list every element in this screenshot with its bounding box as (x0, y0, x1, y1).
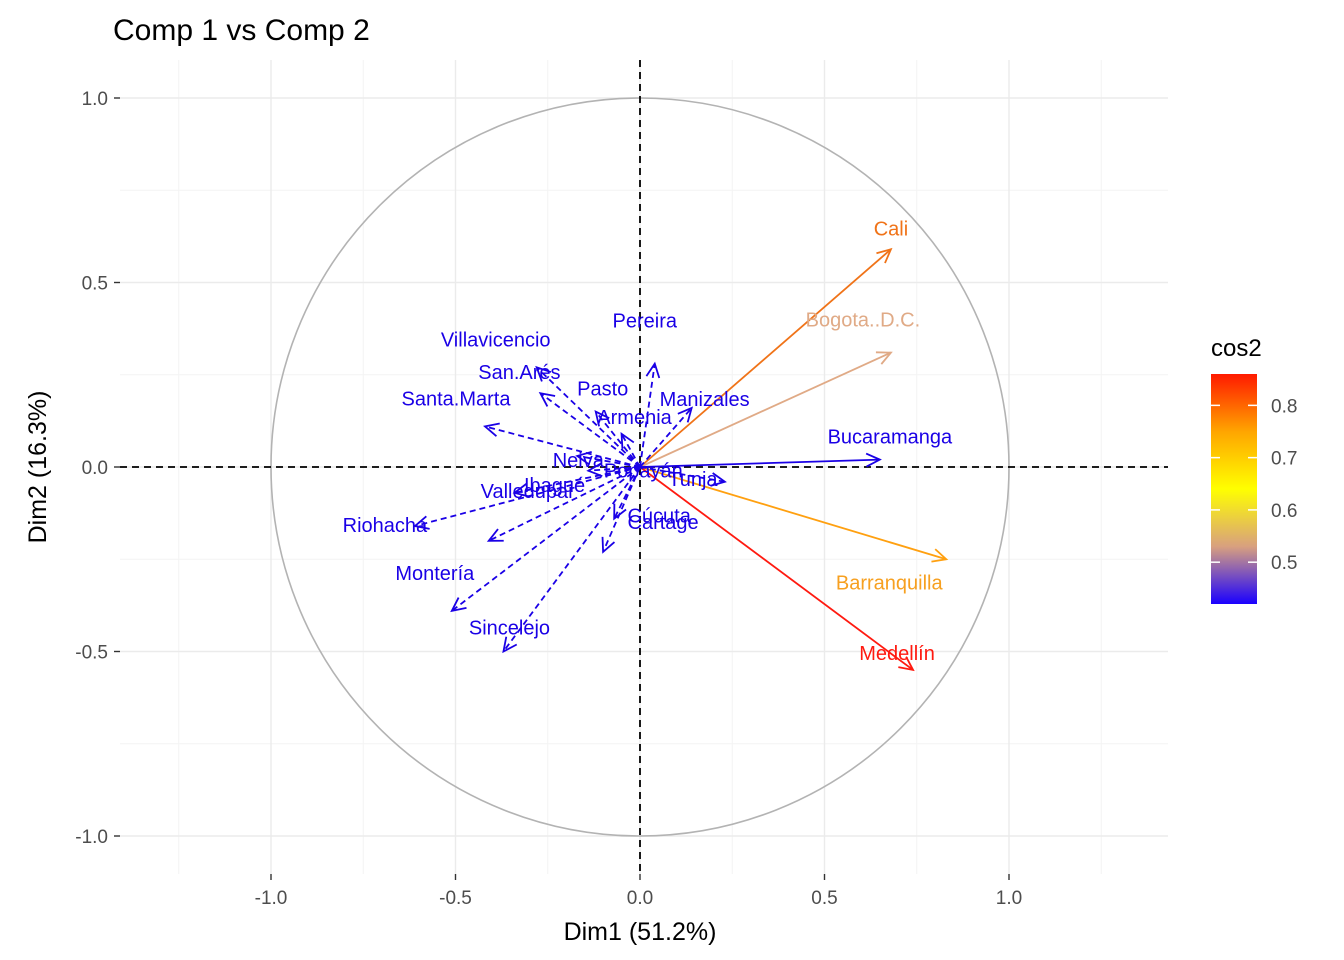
x-tick-label: 1.0 (996, 888, 1022, 909)
arrowhead (613, 503, 627, 521)
x-axis-title: Dim1 (51.2%) (564, 918, 717, 946)
variable-label: Barranquilla (836, 572, 944, 594)
variable-label: Neiva (553, 450, 605, 472)
arrow-valledupar (488, 466, 641, 542)
arrow-popay-n (588, 466, 641, 472)
chart-title: Comp 1 vs Comp 2 (113, 14, 370, 47)
variable-label: Bogota..D.C. (806, 310, 921, 332)
legend-ticks: 0.5 0.6 0.7 0.8 (1211, 396, 1297, 574)
arrow-medell-n (639, 466, 914, 671)
variable-arrows (412, 247, 949, 672)
arrowhead (594, 410, 610, 427)
variable-label: Cúcuta (627, 506, 691, 528)
arrowhead (486, 528, 504, 542)
arrowhead (512, 483, 530, 498)
arrowhead (586, 462, 603, 478)
legend-tick-label: 0.7 (1271, 449, 1297, 470)
arrowhead (876, 247, 893, 264)
arrowhead (865, 452, 882, 468)
x-tick-label: 0.5 (811, 888, 837, 909)
y-tick-label: 0.5 (82, 274, 108, 295)
arrow-san-ar-s (539, 392, 641, 468)
arrow-neiva (577, 455, 641, 468)
variable-label: Ibagué (524, 475, 585, 497)
arrow-pereira (639, 363, 656, 468)
variable-label: Popayán (604, 461, 683, 483)
variable-labels: Cali Bogota..D.C. Bucaramanga Barranquilla M… (343, 218, 953, 665)
arrowhead (677, 406, 694, 423)
variable-label: Cali (874, 218, 908, 240)
legend-tick-label: 0.6 (1271, 501, 1297, 522)
arrowhead (575, 451, 592, 466)
y-tick-label: -0.5 (75, 643, 108, 664)
variable-label: Sincelejo (469, 618, 550, 640)
arrowhead (931, 548, 949, 563)
y-tick-label: -1.0 (75, 827, 108, 848)
arrowhead (412, 515, 430, 530)
arrow-pasto (595, 411, 641, 468)
legend-title: cos2 (1211, 335, 1262, 362)
arrow-cali (639, 248, 892, 468)
x-tick-label: 0.0 (627, 888, 653, 909)
variable-label: Pereira (613, 311, 678, 333)
variable-label: Villavicencio (441, 329, 551, 351)
arrow-armenia (620, 433, 641, 468)
arrowhead (875, 351, 893, 365)
arrowhead (601, 536, 616, 554)
y-axis-title: Dim2 (16.3%) (24, 391, 52, 544)
arrow-tunja (639, 466, 726, 483)
arrowhead (450, 597, 467, 613)
arrowhead (535, 365, 552, 382)
arrowhead (483, 422, 500, 437)
legend-colorbar (1211, 374, 1257, 604)
arrow-riohacha (414, 466, 641, 527)
arrowhead (620, 431, 635, 449)
variable-label: Valledupar (481, 481, 575, 503)
arrow-manizales (639, 407, 693, 468)
x-tick-label: -1.0 (255, 888, 288, 909)
variable-label: Manizales (660, 389, 750, 411)
variable-label: Pasto (577, 379, 628, 401)
arrow-bucaramanga (639, 458, 880, 468)
arrowhead (538, 391, 556, 407)
arrow-cartage (602, 466, 641, 553)
variable-label: Santa.Marta (402, 388, 512, 410)
variable-label: Medellín (859, 643, 935, 665)
variable-label: Bucaramanga (828, 427, 953, 449)
arrow-santa-marta (484, 425, 641, 468)
arrowhead (502, 636, 518, 654)
variable-label: Tunja (668, 469, 718, 491)
legend-tick-label: 0.8 (1271, 396, 1297, 417)
arrowhead (898, 656, 915, 672)
arrowhead (645, 361, 661, 379)
cos2-legend: cos2 0.5 0.6 0.7 0.8 (1211, 335, 1297, 604)
arrow-villavicencio (536, 366, 641, 468)
variable-label: Montería (395, 563, 475, 585)
legend-tick-label: 0.5 (1271, 553, 1297, 574)
x-axis-ticks: -1.0 -0.5 0.0 0.5 1.0 (255, 874, 1022, 909)
arrowhead (710, 472, 727, 487)
arrow-barranquilla (639, 466, 947, 561)
variable-label: Cartage (628, 512, 699, 534)
variable-label: San.Arés (478, 362, 560, 384)
x-tick-label: -0.5 (439, 888, 472, 909)
y-axis-ticks: -1.0 -0.5 0.0 0.5 1.0 (75, 89, 120, 848)
y-tick-label: 0.0 (82, 458, 108, 479)
variable-label: Riohacha (343, 515, 428, 537)
arrow-bogota-d-c- (639, 351, 892, 468)
variable-label: Armenia (597, 407, 672, 429)
y-tick-label: 1.0 (82, 89, 108, 110)
arrow-ibagu- (514, 466, 641, 494)
arrow-sincelejo (502, 466, 641, 653)
